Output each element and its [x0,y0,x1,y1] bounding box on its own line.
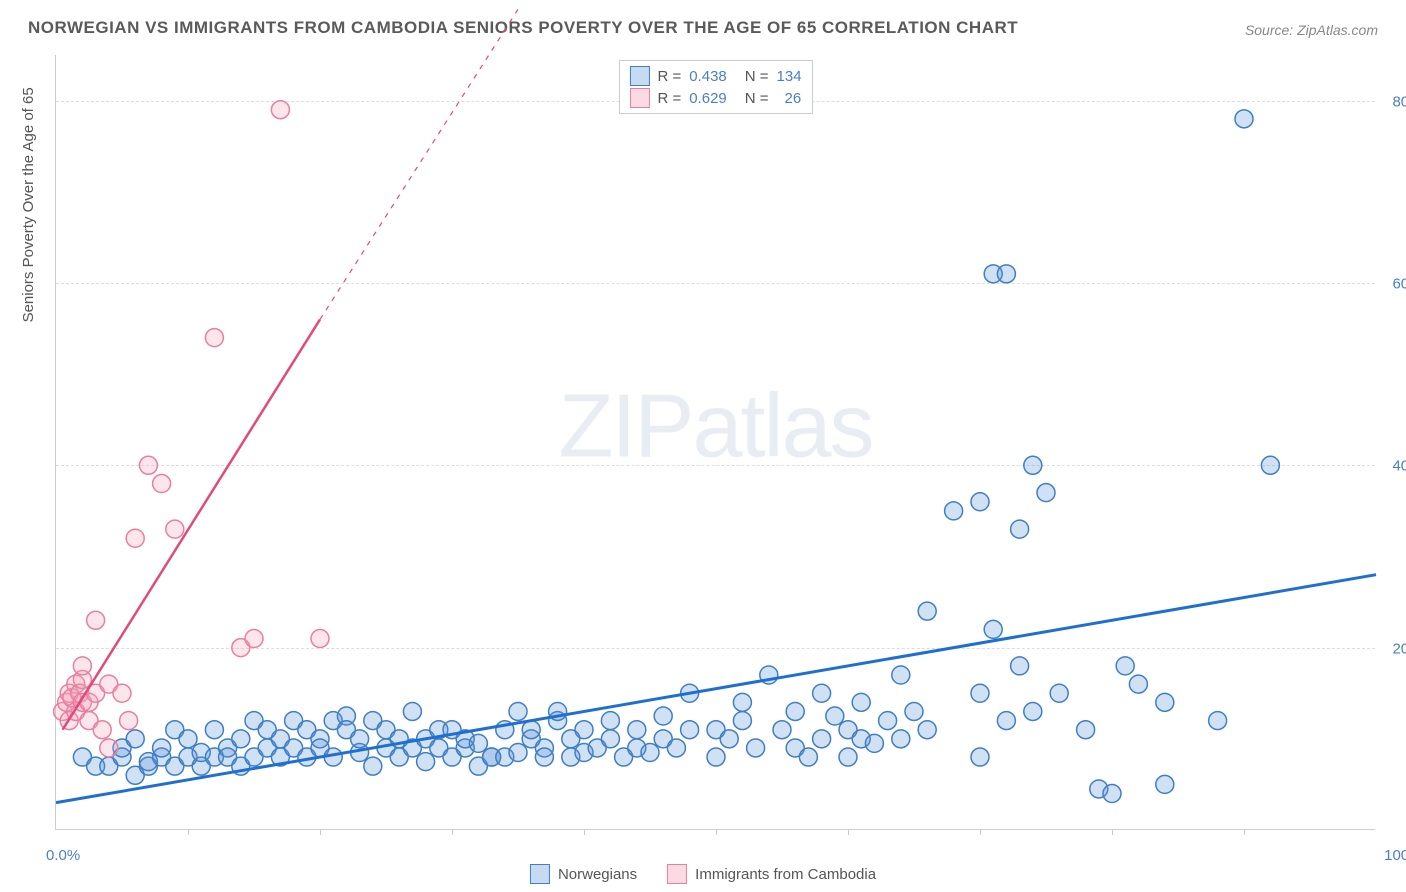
legend-stats: R = 0.438 N = 134 R = 0.629 N = 26 [618,60,812,114]
correlation-chart: NORWEGIAN VS IMMIGRANTS FROM CAMBODIA SE… [0,0,1406,892]
legend-series: Norwegians Immigrants from Cambodia [530,864,876,884]
plot-area: ZIPatlas 20.0%40.0%60.0%80.0% R = 0.438 … [55,55,1375,830]
x-tick [188,829,189,835]
legend-r-value: 0.438 [689,68,727,85]
legend-swatch-cambodia [667,864,687,884]
legend-stats-row: R = 0.629 N = 26 [629,87,801,109]
legend-label: Norwegians [558,866,637,883]
chart-source: Source: ZipAtlas.com [1245,22,1378,38]
legend-r-value: 0.629 [689,90,727,107]
x-tick [980,829,981,835]
x-tick [1112,829,1113,835]
chart-title: NORWEGIAN VS IMMIGRANTS FROM CAMBODIA SE… [28,18,1018,38]
y-tick-label: 40.0% [1392,458,1406,475]
legend-label: Immigrants from Cambodia [695,866,876,883]
legend-n-value: 134 [777,68,802,85]
x-tick-label: 0.0% [46,847,80,864]
legend-item-norwegians: Norwegians [530,864,637,884]
y-tick-label: 80.0% [1392,93,1406,110]
x-tick [716,829,717,835]
x-tick [320,829,321,835]
legend-item-cambodia: Immigrants from Cambodia [667,864,876,884]
y-tick-label: 20.0% [1392,640,1406,657]
y-tick-label: 60.0% [1392,275,1406,292]
legend-r-label: R = [657,68,681,85]
x-tick [848,829,849,835]
legend-swatch-norwegians [629,66,649,86]
legend-n-label: N = [745,90,769,107]
legend-swatch-cambodia [629,88,649,108]
legend-n-label: N = [745,68,769,85]
legend-r-label: R = [657,90,681,107]
x-tick [1244,829,1245,835]
x-tick [452,829,453,835]
legend-n-value: 26 [785,90,802,107]
x-tick-label: 100.0% [1384,847,1406,864]
scatter-svg [56,55,1375,829]
legend-stats-row: R = 0.438 N = 134 [629,65,801,87]
y-axis-label: Seniors Poverty Over the Age of 65 [20,87,37,322]
legend-swatch-norwegians [530,864,550,884]
x-tick [584,829,585,835]
